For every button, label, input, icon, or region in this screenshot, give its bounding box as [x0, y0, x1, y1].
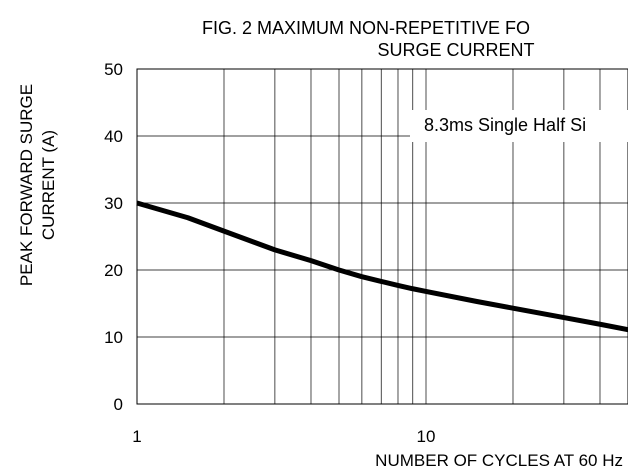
y-tick-labels: 0 10 20 30 40 50 — [104, 60, 123, 414]
x-tick-labels: 1 10 — [132, 427, 435, 446]
y-axis-label-line: PEAK FORWARD SURGE — [17, 84, 36, 286]
y-tick-label: 10 — [104, 328, 123, 347]
y-axis-label-line: CURRENT (A) — [39, 130, 58, 240]
y-tick-label: 40 — [104, 127, 123, 146]
x-tick-label: 10 — [417, 427, 436, 446]
y-tick-label: 20 — [104, 261, 123, 280]
series — [136, 200, 628, 333]
series-line — [136, 200, 628, 333]
y-tick-label: 50 — [104, 60, 123, 79]
plot-frame — [136, 68, 628, 405]
x-axis-label: NUMBER OF CYCLES AT 60 Hz — [375, 451, 623, 470]
y-tick-label: 0 — [114, 395, 123, 414]
annotation: 8.3ms Single Half Si — [410, 110, 628, 142]
x-tick-label: 1 — [132, 427, 141, 446]
annotation-label: 8.3ms Single Half Si — [424, 115, 586, 135]
y-axis-label: PEAK FORWARD SURGE CURRENT (A) — [17, 84, 58, 286]
chart-title-line: FIG. 2 MAXIMUM NON-REPETITIVE FO — [202, 18, 530, 38]
chart-title-line: SURGE CURRENT — [377, 40, 534, 60]
y-tick-label: 30 — [104, 194, 123, 213]
